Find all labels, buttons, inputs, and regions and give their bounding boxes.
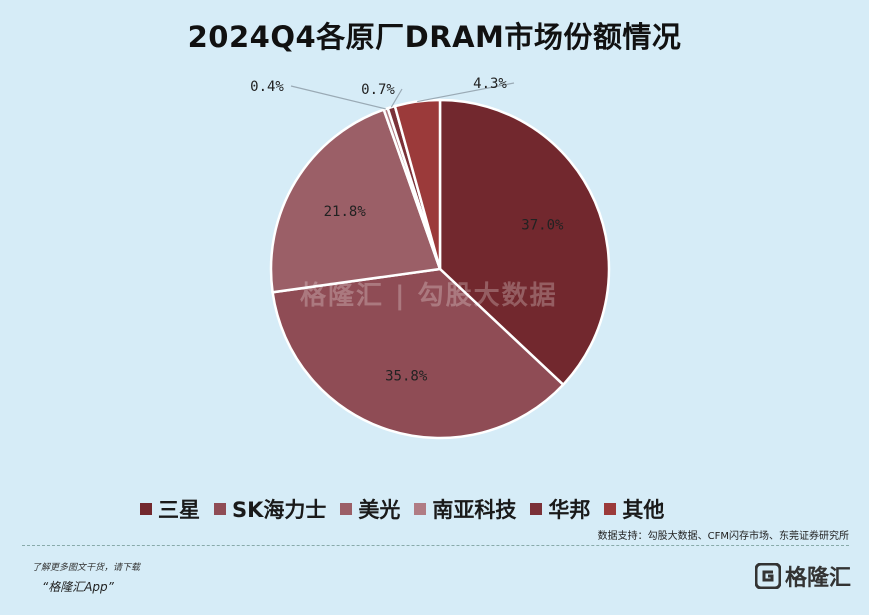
legend-label: 华邦 <box>548 498 591 522</box>
legend-item-sk-hynix: SK海力士 <box>214 494 326 524</box>
pie-slice-micron <box>269 108 442 294</box>
footer-note: 了解更多图文干货，请下载 <box>32 563 141 573</box>
leader-line-winbond <box>390 88 403 108</box>
pie-slice-sk-hynix <box>271 267 565 440</box>
slice-label-sk-hynix: 35.8% <box>385 368 428 384</box>
footer-app-name: “格隆汇App” <box>42 580 114 594</box>
slice-label-micron: 21.8% <box>324 204 367 220</box>
leader-line-nanya <box>290 85 386 110</box>
slice-label-nanya: 0.4% <box>250 79 284 95</box>
pie-slice-others <box>393 98 442 270</box>
legend-item-samsung: 三星 <box>140 494 200 524</box>
legend-swatch <box>140 503 152 515</box>
logo-text: 格隆汇 <box>784 566 851 591</box>
pie-chart: 37.0% 35.8% 21.8% 0.4% 0.7% 4.3% <box>250 76 611 440</box>
logo-icon <box>754 563 781 589</box>
legend-item-micron: 美光 <box>340 494 400 524</box>
legend-item-winbond: 华邦 <box>530 494 590 524</box>
legend-swatch <box>530 503 543 515</box>
divider <box>22 545 849 546</box>
legend-label: 美光 <box>358 498 401 522</box>
legend-label: 三星 <box>158 498 200 522</box>
chart-title: 2024Q4各原厂DRAM市场份额情况 <box>187 20 682 54</box>
legend-swatch <box>604 503 617 515</box>
legend-swatch <box>214 503 226 515</box>
legend-label: 其他 <box>622 498 665 522</box>
legend-label: SK海力士 <box>232 498 327 522</box>
legend-swatch <box>414 503 427 515</box>
legend-item-nanya: 南亚科技 <box>414 494 516 524</box>
legend-item-others: 其他 <box>604 494 664 524</box>
footer-logo: 格隆汇 <box>754 560 851 592</box>
pie-slices <box>269 98 611 440</box>
legend: 三星 SK海力士 美光 南亚科技 华邦 其他 <box>140 494 780 524</box>
legend-swatch <box>340 503 353 515</box>
pie-slice-samsung <box>438 98 611 387</box>
leader-lines <box>290 82 515 110</box>
slice-label-samsung: 37.0% <box>521 218 564 234</box>
slice-label-winbond: 0.7% <box>361 82 395 98</box>
source-note: 数据支持：勾股大数据、CFM闪存市场、东莞证券研究所 <box>597 531 849 542</box>
slice-label-others: 4.3% <box>473 76 507 92</box>
legend-label: 南亚科技 <box>432 498 517 522</box>
leader-line-others <box>417 82 515 103</box>
slice-labels: 37.0% 35.8% 21.8% 0.4% 0.7% 4.3% <box>250 76 564 384</box>
